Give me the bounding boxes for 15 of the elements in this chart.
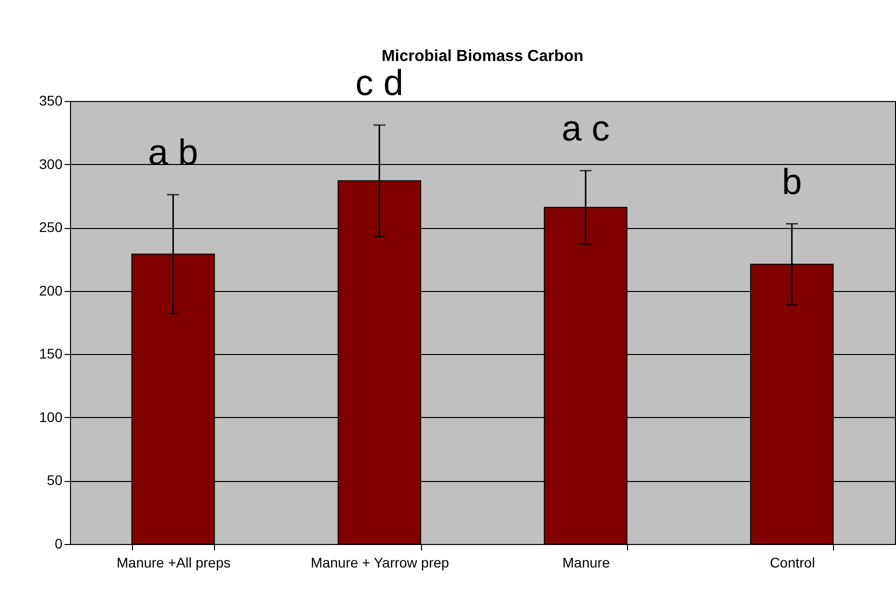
y-tick-label: 200	[39, 282, 63, 298]
annotation: b	[782, 160, 802, 202]
y-tick-label: 350	[39, 92, 63, 108]
x-tick-label: Manure +All preps	[116, 554, 231, 570]
y-tick-label: 50	[46, 472, 63, 488]
annotation: a c	[562, 108, 610, 149]
y-tick-label: 250	[39, 219, 63, 236]
x-tick-label: Manure + Yarrow prep	[310, 554, 450, 570]
y-tick-label: 0	[54, 536, 63, 552]
x-tick-label: Control	[770, 554, 815, 570]
x-tick-label: Manure	[562, 554, 610, 570]
y-tick-label: 100	[39, 408, 63, 425]
annotation: a b	[148, 132, 198, 173]
y-tick-label: 150	[39, 346, 63, 362]
y-tick-label: 300	[39, 156, 63, 172]
